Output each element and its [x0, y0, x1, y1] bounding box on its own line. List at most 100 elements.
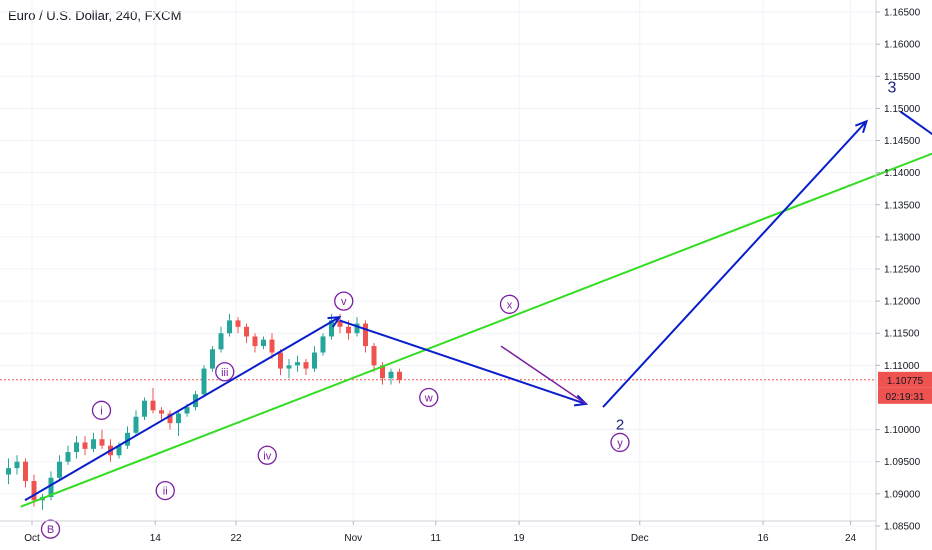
wave-arrow[interactable] — [602, 120, 868, 408]
candle — [210, 346, 215, 372]
candle — [286, 358, 292, 379]
x-tick-label: Oct — [24, 533, 40, 544]
candle — [363, 320, 368, 353]
circled-wave-label: y — [610, 432, 630, 453]
candle — [65, 445, 71, 465]
circled-wave-label: iii — [215, 362, 235, 382]
time-axis[interactable]: Oct 14 22 Nov 11 19 Dec 16 24 — [24, 521, 857, 544]
candle — [125, 426, 130, 449]
candle — [244, 323, 249, 343]
candle — [269, 333, 275, 359]
svg-text:B: B — [47, 524, 54, 536]
circled-wave-label: i — [91, 400, 112, 420]
x-tick-label: 14 — [150, 533, 162, 544]
svg-text:x: x — [507, 299, 513, 311]
current-price-badge: 1.10775 02:19:31 — [878, 371, 932, 404]
wave-arrow[interactable] — [24, 316, 341, 502]
svg-text:w: w — [424, 392, 433, 404]
candle — [23, 458, 28, 488]
candle — [278, 349, 283, 375]
candle — [388, 368, 394, 385]
circled-wave-label: x — [499, 294, 520, 314]
x-tick-label: 11 — [431, 533, 442, 544]
price-badge-label: 1.10775 — [887, 376, 924, 387]
candle — [14, 455, 20, 475]
y-tick-label: 1.15500 — [884, 72, 921, 83]
candle — [159, 407, 164, 420]
x-tick-label: Dec — [631, 533, 649, 544]
y-tick-label: 1.12500 — [884, 265, 921, 276]
sub-wave-arrow[interactable] — [500, 345, 587, 405]
y-tick-label: 1.10000 — [884, 425, 921, 436]
wave-label: 2 — [616, 417, 624, 434]
candle — [201, 365, 207, 398]
candle — [167, 410, 173, 430]
svg-text:v: v — [341, 296, 347, 308]
wave-arrow[interactable] — [339, 319, 587, 405]
wave-arrowhead — [327, 316, 342, 328]
countdown-badge-label: 02:19:31 — [886, 392, 925, 403]
drawings — [20, 51, 932, 508]
candle — [142, 397, 147, 420]
x-tick-label: Nov — [344, 533, 362, 544]
y-tick-label: 1.09000 — [884, 489, 921, 500]
candle — [227, 313, 232, 337]
wave-arrowhead — [854, 119, 869, 134]
y-tick-label: 1.08500 — [884, 521, 921, 532]
price-badge-bg — [878, 371, 932, 388]
y-tick-label: 1.16500 — [884, 8, 921, 19]
candle — [371, 342, 377, 372]
candle — [40, 493, 45, 510]
svg-text:iv: iv — [263, 450, 271, 462]
candle — [303, 358, 309, 375]
candle — [57, 455, 62, 481]
circled-wave-label: iv — [257, 445, 277, 465]
svg-text:iii: iii — [221, 367, 228, 379]
svg-text:y: y — [617, 437, 623, 449]
y-tick-label: 1.14000 — [884, 168, 921, 179]
candle — [74, 436, 79, 459]
y-tick-label: 1.11500 — [884, 329, 920, 340]
candle — [91, 432, 96, 453]
countdown-badge-bg — [878, 387, 932, 404]
grid — [0, 0, 876, 527]
wave-arrow[interactable] — [899, 110, 932, 208]
wave-label: 3 — [888, 79, 897, 96]
x-tick-label: 24 — [845, 533, 857, 544]
candle — [295, 355, 300, 372]
candle — [99, 429, 105, 449]
candle — [176, 410, 181, 437]
circled-wave-label: B — [40, 519, 61, 539]
y-tick-label: 1.12000 — [884, 297, 921, 308]
y-tick-label: 1.16000 — [884, 40, 921, 51]
y-tick-label: 1.11000 — [884, 361, 920, 372]
candle — [312, 346, 317, 372]
circled-wave-label: ii — [155, 480, 175, 501]
x-tick-label: 22 — [230, 533, 242, 544]
x-tick-label: 19 — [513, 533, 525, 544]
candle — [82, 436, 88, 456]
svg-text:ii: ii — [163, 486, 168, 498]
x-tick-label: 16 — [757, 533, 769, 544]
candle — [261, 336, 266, 350]
circled-wave-label: w — [419, 387, 439, 408]
candle — [320, 333, 326, 356]
y-tick-label: 1.09500 — [884, 457, 921, 468]
y-tick-label: 1.13000 — [884, 232, 921, 243]
candle — [150, 387, 156, 414]
y-tick-label: 1.13500 — [884, 200, 921, 211]
svg-text:i: i — [100, 405, 102, 417]
candle — [235, 317, 241, 334]
price-axis[interactable]: 1.16500 1.16000 1.15500 1.15000 1.14500 1.140… — [876, 8, 921, 533]
circled-wave-label: v — [334, 291, 354, 311]
candle — [397, 368, 402, 384]
trendline[interactable] — [20, 51, 932, 508]
candle — [133, 410, 139, 437]
candles — [6, 313, 402, 510]
y-tick-label: 1.14500 — [884, 136, 921, 147]
candle — [218, 326, 224, 353]
y-tick-label: 1.15000 — [884, 104, 921, 115]
candle — [6, 458, 11, 485]
